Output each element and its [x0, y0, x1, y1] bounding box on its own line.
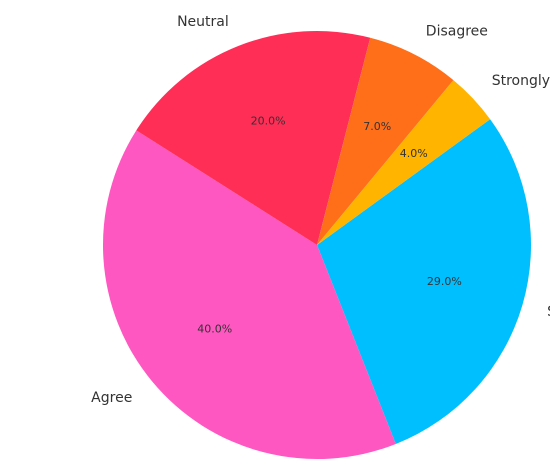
pie-slice-agree [102, 130, 396, 460]
slice-label-agree: Agree [91, 390, 132, 406]
slice-pct-agree: 40.0% [197, 323, 232, 336]
slices-layer [102, 30, 532, 460]
pie-slice-neutral [136, 30, 371, 245]
pie-slice-strongly-agree [317, 119, 532, 444]
pie-slice-disagree [317, 37, 454, 245]
slice-label-neutral: Neutral [177, 14, 229, 30]
slice-label-strongly-disagree: Strongly Disagree [492, 73, 550, 89]
slice-pct-disagree: 7.0% [363, 120, 391, 133]
slice-pct-neutral: 20.0% [251, 115, 286, 128]
slice-pct-strongly-agree: 29.0% [427, 275, 462, 288]
pie-slice-strongly-disagree [317, 80, 491, 245]
slice-label-strongly-agree: Strongly Agree [547, 304, 550, 320]
slice-label-disagree: Disagree [426, 23, 488, 39]
slice-pct-strongly-disagree: 4.0% [400, 147, 428, 160]
labels-layer: Strongly Agree 29.0% Agree 40.0% Neutral 20.0… [91, 14, 550, 406]
